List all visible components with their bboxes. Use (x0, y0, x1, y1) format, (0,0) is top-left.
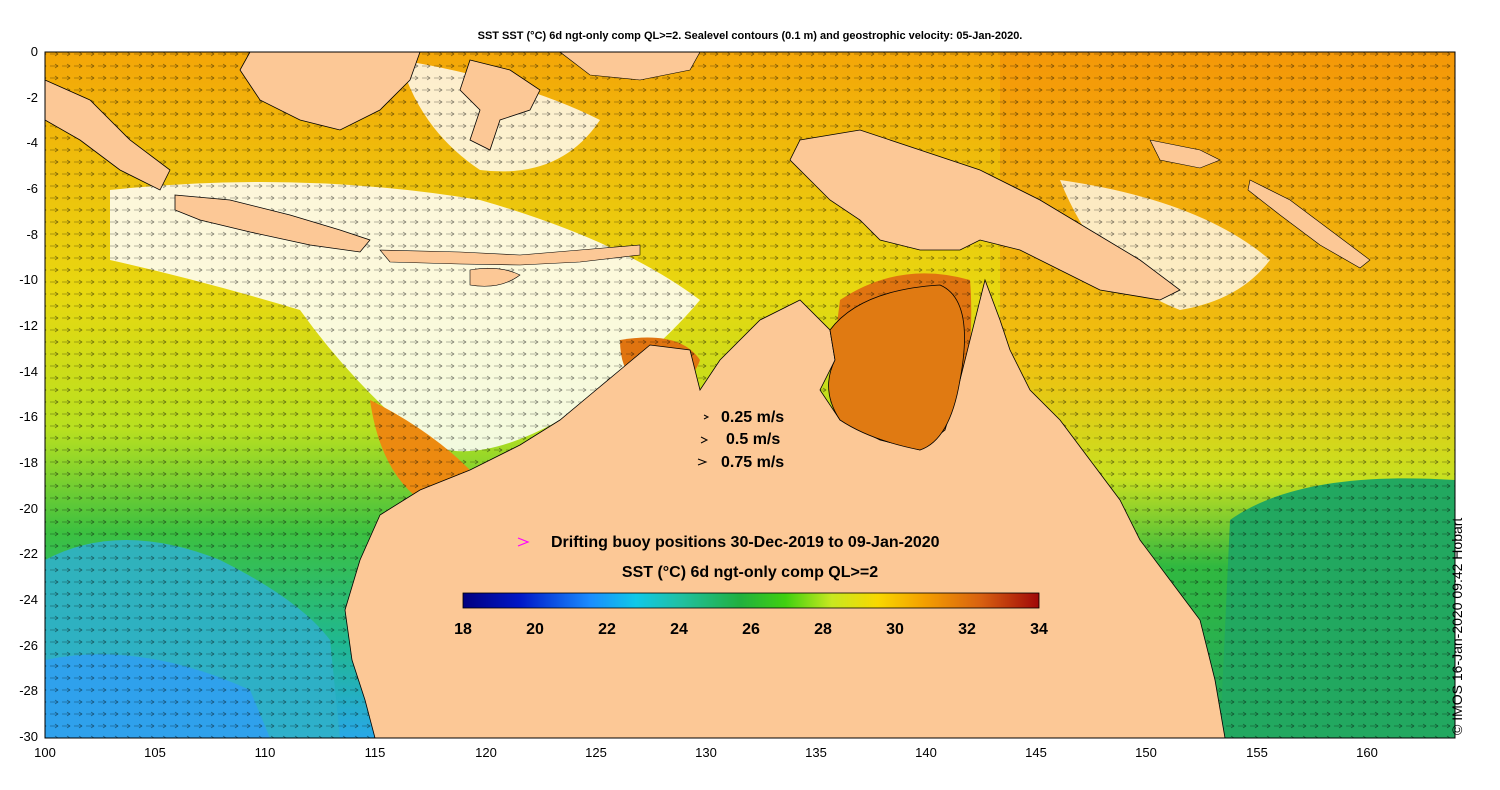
colorbar-tick: 28 (814, 621, 832, 638)
land-java (174, 194, 371, 253)
land-new-guinea (789, 129, 1181, 301)
lat-tick: -2 (26, 90, 38, 105)
lon-tick: 160 (1356, 745, 1378, 760)
lon-tick: 100 (34, 745, 56, 760)
lat-tick: -22 (19, 546, 38, 561)
land-australia (344, 278, 1226, 739)
lon-tick: 155 (1246, 745, 1268, 760)
lat-tick: -18 (19, 455, 38, 470)
colorbar-tick: 34 (1030, 621, 1048, 638)
lat-tick: -26 (19, 638, 38, 653)
velocity-arrow-icon (700, 436, 709, 444)
land-borneo (239, 51, 421, 131)
colorbar-tick: 24 (670, 621, 688, 638)
colorbar-tick: 26 (742, 621, 760, 638)
map-title: SST SST (°C) 6d ngt-only comp QL>=2. Sea… (477, 30, 1023, 42)
land-lesser-sunda (379, 244, 641, 266)
lat-tick: -20 (19, 501, 38, 516)
lat-tick: -16 (19, 409, 38, 424)
lon-tick: 115 (365, 745, 386, 760)
lon-axis: 100 105 110 115 120 125 130 135 140 145 … (34, 745, 1378, 760)
lon-tick: 110 (255, 745, 276, 760)
land-new-britain (1149, 139, 1221, 169)
land-sulawesi (459, 59, 541, 151)
lon-tick: 105 (144, 745, 166, 760)
lat-axis: 0 -2 -4 -6 -8 -10 -12 -14 -16 -18 -20 -2… (19, 44, 38, 744)
lat-tick: -28 (19, 683, 38, 698)
colorbar-tick: 18 (454, 621, 472, 638)
lat-tick: -12 (19, 318, 38, 333)
velocity-legend: 0.25 m/s 0.5 m/s 0.75 m/s (697, 409, 784, 471)
buoy-legend: Drifting buoy positions 30-Dec-2019 to 0… (517, 534, 940, 551)
lat-tick: -14 (19, 364, 38, 379)
lon-tick: 125 (585, 745, 607, 760)
lat-tick: -8 (26, 227, 38, 242)
colorbar-tick: 32 (958, 621, 976, 638)
colorbar-tick: 22 (598, 621, 616, 638)
lat-tick: -4 (26, 135, 38, 150)
lat-tick: -10 (19, 272, 38, 287)
lat-tick: -6 (26, 181, 38, 196)
velocity-arrow-icon (703, 414, 710, 420)
colorbar-tick: 30 (886, 621, 904, 638)
map-frame (44, 51, 1456, 739)
colorbar-scale (462, 592, 1040, 609)
lon-tick: 150 (1135, 745, 1157, 760)
land-timor (469, 268, 521, 287)
lon-tick: 135 (805, 745, 827, 760)
velocity-legend-item: 0.5 m/s (726, 431, 780, 448)
map-area (44, 51, 1456, 739)
velocity-legend-item: 0.75 m/s (721, 454, 784, 471)
lat-tick: 0 (31, 44, 38, 59)
buoy-legend-label: Drifting buoy positions 30-Dec-2019 to 0… (551, 534, 940, 551)
lon-tick: 145 (1025, 745, 1047, 760)
lat-tick: -30 (19, 729, 38, 744)
velocity-legend-item: 0.25 m/s (721, 409, 784, 426)
velocity-arrow-icon (697, 458, 708, 466)
colorbar-title: SST (°C) 6d ngt-only comp QL>=2 (622, 564, 878, 581)
colorbar: SST (°C) 6d ngt-only comp QL>=2 18 20 22… (454, 564, 1048, 638)
lon-tick: 120 (475, 745, 497, 760)
buoy-marker-icon (517, 537, 530, 547)
imos-credit: © IMOS 16-Jan-2020 09:42 Hobart (1449, 517, 1465, 735)
land-sumatra (44, 79, 171, 191)
gulf-of-carpentaria (828, 284, 965, 451)
lat-tick: -24 (19, 592, 38, 607)
colorbar-tick: 20 (526, 621, 544, 638)
lon-tick: 140 (915, 745, 937, 760)
lon-tick: 130 (695, 745, 717, 760)
land-solomon-islands (1247, 179, 1371, 269)
